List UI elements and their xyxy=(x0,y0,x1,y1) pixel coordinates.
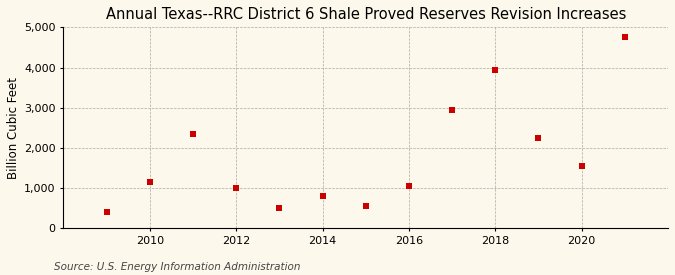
Point xyxy=(447,108,458,112)
Point xyxy=(274,206,285,210)
Point xyxy=(144,180,155,184)
Point xyxy=(490,67,501,72)
Point xyxy=(576,164,587,168)
Point xyxy=(360,204,371,208)
Text: Source: U.S. Energy Information Administration: Source: U.S. Energy Information Administ… xyxy=(54,262,300,272)
Point xyxy=(404,184,414,188)
Point xyxy=(188,132,198,136)
Point xyxy=(231,186,242,190)
Point xyxy=(620,35,630,40)
Point xyxy=(533,136,544,140)
Y-axis label: Billion Cubic Feet: Billion Cubic Feet xyxy=(7,77,20,179)
Point xyxy=(101,210,112,214)
Point xyxy=(317,194,328,199)
Title: Annual Texas--RRC District 6 Shale Proved Reserves Revision Increases: Annual Texas--RRC District 6 Shale Prove… xyxy=(105,7,626,22)
